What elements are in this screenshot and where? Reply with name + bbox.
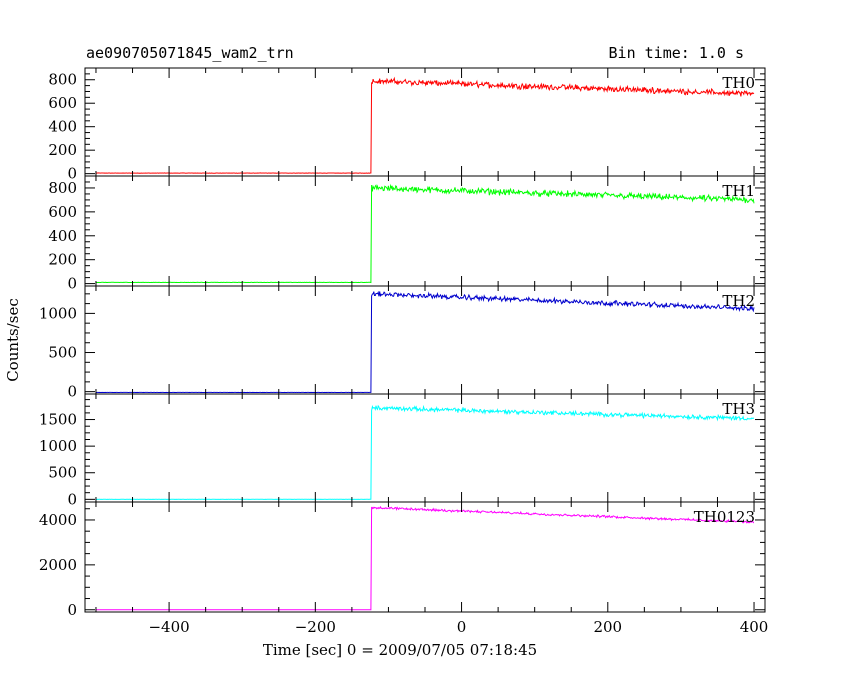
panel-frame (84, 285, 766, 395)
y-tick-label: 1500 (39, 411, 77, 429)
panel-th3: 0 500 1000 1500 TH3 (39, 393, 766, 508)
y-tick-label: 0 (67, 601, 77, 619)
lightcurve-th1 (96, 183, 755, 284)
x-tick-label: −400 (148, 618, 189, 636)
x-tick-label: 200 (593, 618, 622, 636)
y-tick-label: 1000 (39, 437, 77, 455)
x-tick-label: 0 (457, 618, 467, 636)
panel-th0123: 0 2000 4000 TH0123 (39, 501, 766, 619)
panel-th2: 0 500 1000 TH2 (39, 285, 766, 401)
y-tick-label: 2000 (39, 556, 77, 574)
lightcurve-th0 (95, 76, 755, 174)
panel-th1: 0 200 400 600 800 TH1 (48, 175, 766, 293)
y-tick-label: 1000 (39, 304, 77, 322)
panel-label: TH0123 (694, 508, 755, 526)
lightcurve-th2 (95, 290, 755, 394)
y-tick-label: 0 (67, 383, 77, 401)
y-tick-label: 500 (48, 464, 77, 482)
y-tick-label: 800 (48, 179, 77, 197)
panel-label: TH2 (722, 292, 755, 310)
y-tick-label: 200 (48, 251, 77, 269)
y-tick-label: 800 (48, 71, 77, 89)
y-tick-label: 0 (67, 490, 77, 508)
y-tick-label: 400 (48, 118, 77, 136)
panel-label: TH3 (722, 400, 755, 418)
y-tick-label: 500 (48, 344, 77, 362)
x-axis-label: Time [sec] 0 = 2009/07/05 07:18:45 (263, 641, 537, 659)
x-tick-label: −200 (295, 618, 336, 636)
panel-label: TH1 (722, 182, 755, 200)
y-tick-label: 0 (67, 275, 77, 293)
panel-frame (84, 175, 766, 287)
y-tick-label: 4000 (39, 511, 77, 529)
panel-th0: 0 200 400 600 800 TH0 (48, 67, 766, 183)
lightcurve-th0123 (96, 505, 754, 611)
lightcurve-th3 (96, 404, 755, 500)
y-tick-label: 600 (48, 94, 77, 112)
y-axis-label: Counts/sec (4, 298, 22, 382)
bin-time-label: Bin time: 1.0 s (608, 44, 744, 62)
y-tick-label: 400 (48, 227, 77, 245)
chart-title: ae090705071845_wam2_trn (86, 44, 294, 62)
y-tick-label: 0 (67, 165, 77, 183)
y-tick-label: 600 (48, 203, 77, 221)
y-tick-label: 200 (48, 141, 77, 159)
panel-label: TH0 (722, 74, 755, 92)
x-tick-label: 400 (740, 618, 769, 636)
